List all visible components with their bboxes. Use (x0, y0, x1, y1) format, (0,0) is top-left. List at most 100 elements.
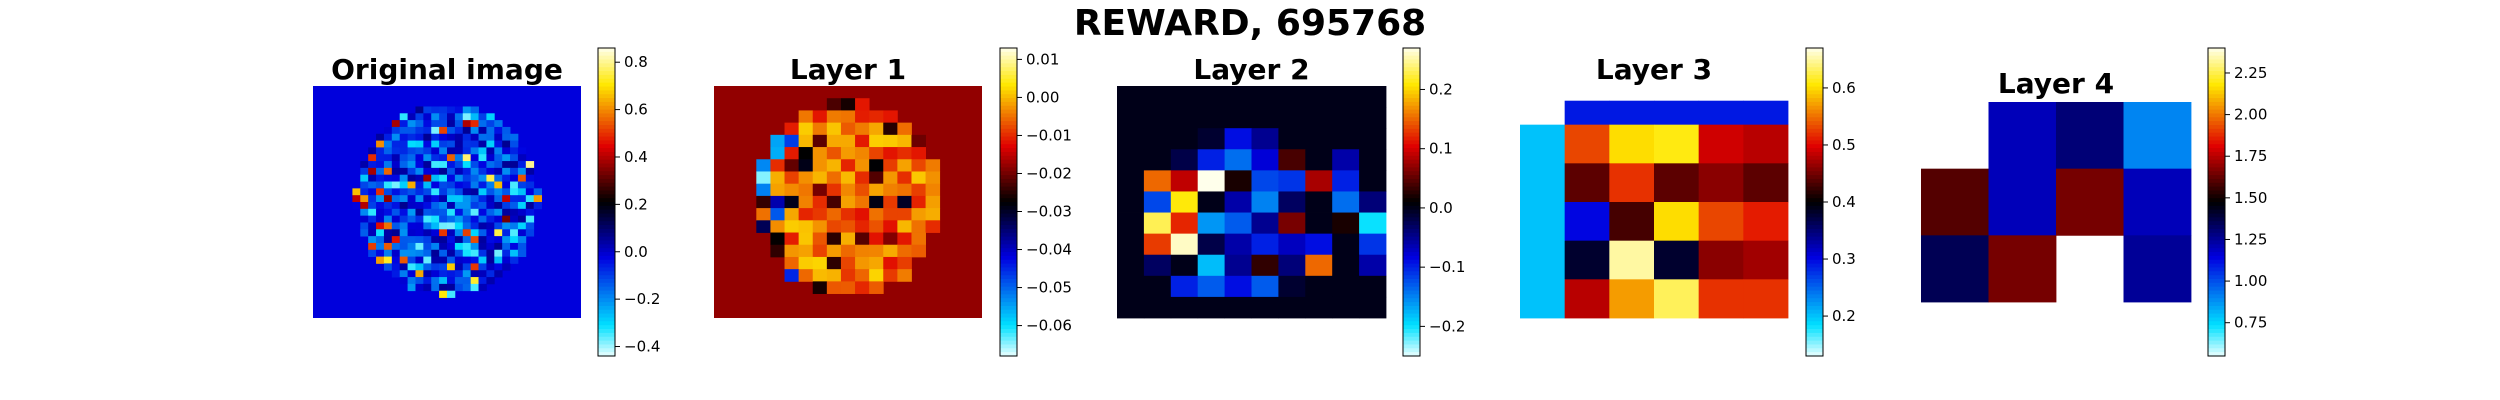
colorbar-gradient-step (1403, 74, 1420, 80)
heatmap-cell (517, 202, 527, 210)
heatmap-cell (376, 202, 385, 210)
colorbar-gradient-step (598, 213, 615, 218)
colorbar-gradient-step (1403, 105, 1420, 111)
heatmap-cell (494, 147, 503, 155)
heatmap-cell (368, 236, 377, 244)
colorbar-gradient-step (598, 228, 615, 234)
heatmap-cell (510, 133, 519, 141)
colorbar-gradient-step (2208, 240, 2225, 245)
colorbar-gradient-step (598, 267, 615, 272)
heatmap-cell (883, 110, 898, 124)
colorbar-gradient-step (1000, 252, 1017, 257)
heatmap-cell (470, 229, 479, 237)
heatmap-cell (462, 126, 472, 135)
heatmap-cell (855, 244, 870, 258)
heatmap-cell (510, 249, 519, 257)
heatmap-cell (415, 236, 424, 244)
colorbar-gradient-step (598, 128, 615, 134)
heatmap-cell (1170, 254, 1199, 277)
heatmap-cell (439, 208, 448, 217)
heatmap-cell (1564, 202, 1610, 242)
heatmap-cell (517, 181, 527, 189)
heatmap-cell (486, 167, 495, 176)
colorbar-gradient-step (1403, 259, 1420, 265)
heatmap-cell (391, 147, 401, 155)
colorbar-gradient-step (1000, 171, 1017, 176)
heatmap-cell (360, 202, 369, 210)
heatmap-cell (368, 167, 377, 176)
colorbar-gradient-step (2208, 317, 2225, 322)
heatmap-cell (415, 222, 424, 230)
heatmap-cell (494, 133, 503, 141)
heatmap-cell (415, 106, 424, 114)
heatmap-cell (407, 140, 416, 148)
colorbar-tick-label: −0.03 (1026, 203, 1072, 221)
heatmap-cell (911, 147, 926, 160)
heatmap-cell (1609, 202, 1655, 242)
heatmap-cell (391, 195, 401, 203)
colorbar-gradient-step (598, 163, 615, 168)
heatmap-cell (454, 256, 464, 264)
heatmap-cell (423, 208, 432, 217)
heatmap-cell (502, 208, 511, 217)
heatmap-cell (376, 167, 385, 176)
heatmap-cell (1251, 86, 1279, 108)
heatmap-cell (462, 140, 472, 148)
heatmap-cell (423, 256, 432, 264)
colorbar-gradient-step (2208, 178, 2225, 184)
heatmap-cell (1143, 107, 1172, 129)
heatmap-cell (1305, 233, 1333, 256)
colorbar-gradient-step (1403, 213, 1420, 218)
heatmap-cell (368, 215, 377, 223)
heatmap-cell (798, 122, 814, 136)
colorbar-gradient-step (1000, 286, 1017, 292)
heatmap-cell (812, 244, 828, 258)
colorbar-gradient-step (1000, 213, 1017, 218)
heatmap-cell (486, 249, 495, 257)
heatmap-cell (423, 147, 432, 155)
colorbar-gradient-step (1403, 101, 1420, 107)
colorbar-gradient-step (1403, 144, 1420, 149)
heatmap-cell (399, 147, 408, 155)
colorbar-gradient-step (1806, 86, 1823, 91)
heatmap-cell (383, 215, 393, 223)
heatmap-cell (439, 106, 448, 114)
heatmap-cell (368, 208, 377, 217)
heatmap-cell (1564, 240, 1610, 280)
colorbar-gradient-step (598, 332, 615, 338)
colorbar-gradient-step (1000, 163, 1017, 168)
colorbar-gradient-step (1806, 105, 1823, 111)
heatmap-cell (911, 171, 926, 185)
heatmap-cell (502, 188, 511, 196)
colorbar-gradient-step (1403, 205, 1420, 211)
colorbar-gradient-step (2208, 144, 2225, 149)
heatmap-cell (415, 215, 424, 223)
heatmap-cell (1332, 254, 1360, 277)
heatmap-cell (1698, 202, 1744, 242)
colorbar-gradient-step (2208, 163, 2225, 168)
heatmap-cell (1251, 212, 1279, 235)
heatmap-cell (486, 188, 495, 196)
heatmap-cell (407, 181, 416, 189)
heatmap-cell (391, 242, 401, 251)
colorbar-gradient-step (1806, 275, 1823, 280)
colorbar-gradient-step (598, 171, 615, 176)
heatmap-cell (883, 256, 898, 270)
heatmap-cell (840, 244, 856, 258)
colorbar-gradient-step (1403, 244, 1420, 249)
colorbar-tick-label: −0.2 (624, 290, 660, 308)
heatmap-cell (812, 208, 828, 221)
heatmap-cell (439, 236, 448, 244)
colorbar-gradient-step (1403, 167, 1420, 172)
heatmap-cell (454, 106, 464, 114)
heatmap-cell (431, 283, 440, 292)
colorbar-gradient-step (1000, 332, 1017, 338)
colorbar-gradient-step (1806, 148, 1823, 153)
heatmap-cell (784, 147, 800, 160)
colorbar-gradient-step (598, 290, 615, 295)
colorbar-tick-label: 1.50 (2234, 189, 2267, 207)
heatmap-cell (1305, 128, 1333, 150)
colorbar-gradient-step (2208, 55, 2225, 61)
colorbar-gradient-step (2208, 113, 2225, 118)
colorbar-gradient-step (1806, 329, 1823, 334)
